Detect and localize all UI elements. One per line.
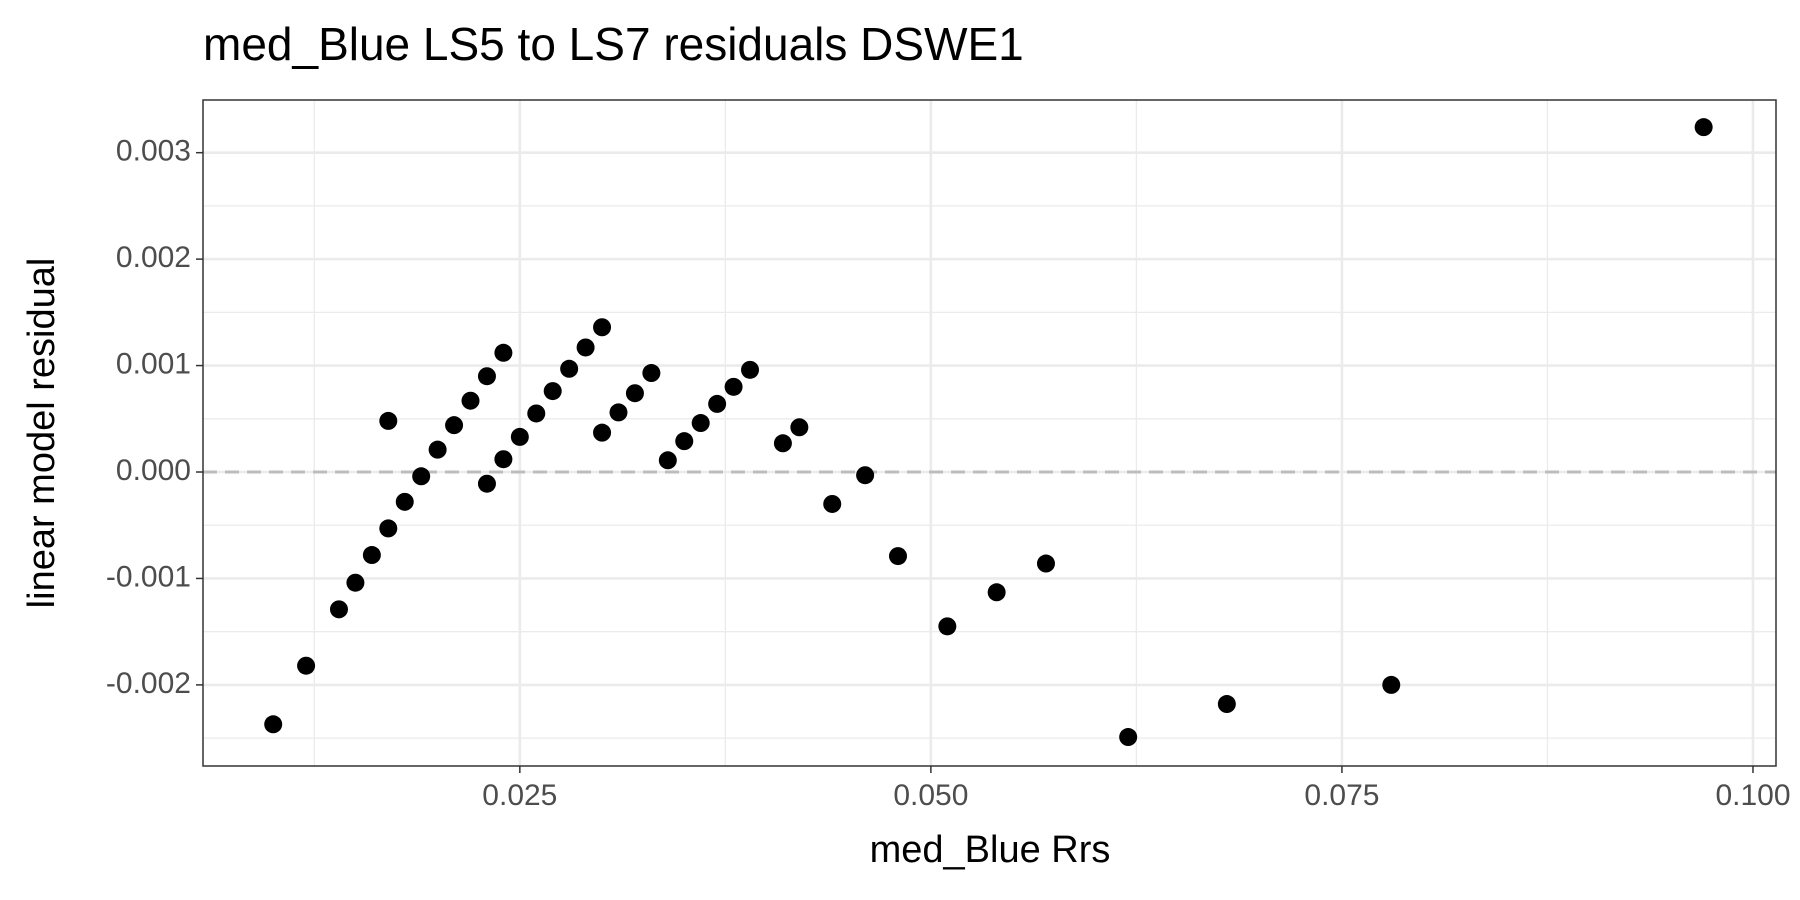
y-tick-label: 0.001 <box>116 347 191 380</box>
x-tick-label: 0.100 <box>1715 779 1790 812</box>
point <box>412 467 431 486</box>
point <box>658 451 677 470</box>
point <box>461 391 480 410</box>
point <box>724 377 743 396</box>
y-tick-label: -0.001 <box>106 560 191 593</box>
point <box>1036 554 1055 573</box>
y-tick-label: -0.002 <box>106 667 191 700</box>
chart-title: med_Blue LS5 to LS7 residuals DSWE1 <box>203 18 1024 70</box>
point <box>494 343 513 362</box>
y-tick-label: 0.003 <box>116 135 191 168</box>
point <box>297 656 316 675</box>
point <box>445 416 464 435</box>
panel-border <box>202 99 1777 767</box>
point <box>395 492 414 511</box>
x-tick-label: 0.050 <box>893 779 968 812</box>
point <box>889 547 908 566</box>
point <box>823 494 842 513</box>
point <box>609 403 628 422</box>
point <box>379 411 398 430</box>
point <box>1119 728 1138 747</box>
x-tick-label: 0.025 <box>482 779 557 812</box>
x-tick-label: 0.075 <box>1304 779 1379 812</box>
point <box>675 432 694 451</box>
point <box>625 384 644 403</box>
point <box>773 434 792 453</box>
point <box>576 338 595 357</box>
y-axis-title: linear model residual <box>21 258 63 609</box>
point <box>527 404 546 423</box>
point <box>741 360 760 379</box>
point <box>543 382 562 401</box>
point <box>264 715 283 734</box>
point <box>987 583 1006 602</box>
point <box>428 440 447 459</box>
point <box>379 519 398 538</box>
point <box>362 546 381 565</box>
point <box>477 474 496 493</box>
point <box>593 318 612 337</box>
point <box>1694 118 1713 137</box>
x-axis-title: med_Blue Rrs <box>870 829 1111 871</box>
point <box>510 427 529 446</box>
point <box>329 600 348 619</box>
point <box>708 394 727 413</box>
point <box>346 573 365 592</box>
y-tick-label: 0.000 <box>116 454 191 487</box>
point <box>938 617 957 636</box>
point <box>856 466 875 485</box>
point <box>1382 675 1401 694</box>
point <box>560 359 579 378</box>
point <box>642 364 661 383</box>
point <box>494 450 513 469</box>
point <box>790 418 809 437</box>
y-tick-label: 0.002 <box>116 241 191 274</box>
point <box>691 414 710 433</box>
point <box>1217 695 1236 714</box>
point <box>593 423 612 442</box>
point <box>477 367 496 386</box>
